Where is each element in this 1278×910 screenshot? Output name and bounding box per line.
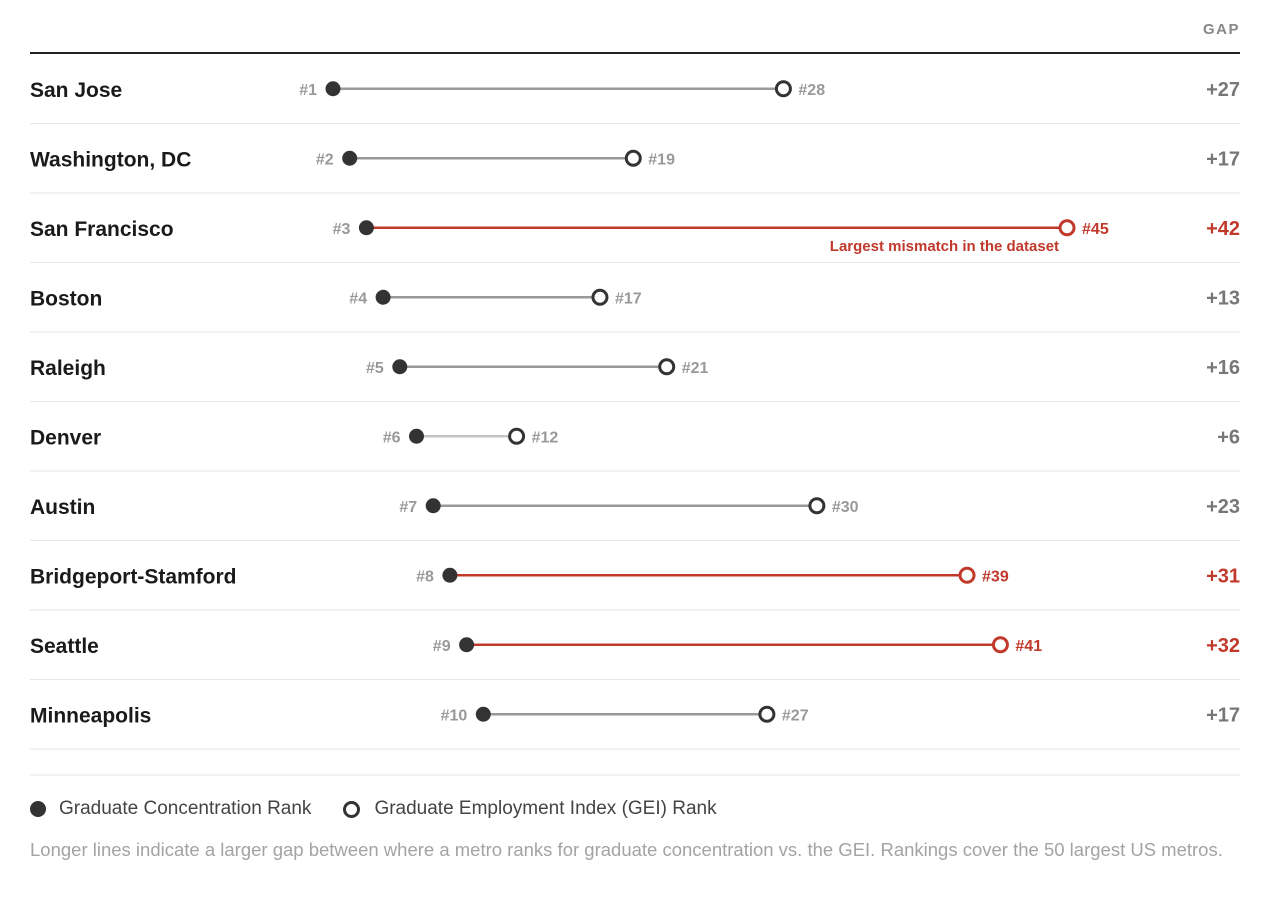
legend-item-gei: Graduate Employment Index (GEI) Rank <box>343 798 717 820</box>
gei-rank-dot <box>624 149 642 167</box>
concentration-rank-dot <box>425 498 441 514</box>
metro-label: San Francisco <box>30 218 174 241</box>
gei-rank-label: #28 <box>798 82 825 99</box>
gap-value-label: +27 <box>1206 79 1240 101</box>
metro-row: San Jose #1 #28 +27 <box>30 79 1240 124</box>
gei-rank-label: #19 <box>648 151 675 168</box>
gap-value-label: +17 <box>1206 704 1240 726</box>
metro-row: Bridgeport-Stamford #8 #39 +31 <box>30 565 1240 611</box>
concentration-rank-label: #9 <box>433 638 451 655</box>
concentration-rank-label: #8 <box>416 568 434 585</box>
metro-label: San Jose <box>30 79 122 102</box>
concentration-rank-dot <box>358 220 374 236</box>
metro-label: Boston <box>30 287 102 310</box>
gei-rank-dot <box>808 497 826 515</box>
metro-row: Boston #4 #17 +13 <box>30 287 1240 333</box>
gei-rank-dot <box>991 636 1009 654</box>
gap-value-label: +32 <box>1206 635 1240 657</box>
concentration-rank-label: #1 <box>299 82 317 99</box>
metro-label: Minneapolis <box>30 704 151 727</box>
metro-row: Raleigh #5 #21 +16 <box>30 357 1240 402</box>
gei-rank-label: #30 <box>832 499 859 516</box>
gei-rank-dot <box>774 80 792 98</box>
concentration-rank-dot <box>409 428 424 444</box>
legend-item-concentration: Graduate Concentration Rank <box>30 798 311 820</box>
gei-rank-label: #17 <box>615 290 642 307</box>
concentration-rank-dot <box>342 150 358 166</box>
metro-label: Austin <box>30 496 95 519</box>
metro-label: Denver <box>30 426 101 449</box>
metro-row: Seattle #9 #41 +32 <box>30 635 1240 680</box>
gap-value-label: +13 <box>1206 287 1240 309</box>
chart-svg: GAP San Jose #1 #28 +27 Washington, DC #2 #19 +1… <box>30 21 1240 776</box>
gap-column-header: GAP <box>1203 21 1240 38</box>
gei-rank-dot <box>591 288 609 306</box>
open-circle-icon <box>343 800 361 818</box>
concentration-rank-dot <box>442 567 458 583</box>
gap-value-label: +42 <box>1206 218 1240 240</box>
metro-row: Minneapolis #10 #27 +17 <box>30 704 1240 750</box>
concentration-rank-dot <box>375 289 391 305</box>
concentration-rank-label: #7 <box>399 499 417 516</box>
concentration-rank-label: #5 <box>366 360 384 377</box>
concentration-rank-label: #4 <box>349 290 367 307</box>
gei-rank-dot <box>1058 219 1076 237</box>
concentration-rank-dot <box>325 81 341 97</box>
concentration-rank-dot <box>475 706 491 722</box>
concentration-rank-label: #6 <box>383 429 401 446</box>
concentration-rank-dot <box>392 359 408 375</box>
gap-value-label: +6 <box>1217 426 1240 448</box>
metro-label: Bridgeport-Stamford <box>30 565 237 588</box>
metro-label: Washington, DC <box>30 148 191 171</box>
gei-rank-label: #45 <box>1082 221 1109 238</box>
legend-label-gei: Graduate Employment Index (GEI) Rank <box>374 798 717 819</box>
gap-value-label: +16 <box>1206 357 1240 379</box>
legend: Graduate Concentration Rank Graduate Emp… <box>30 796 749 822</box>
concentration-rank-label: #10 <box>441 707 468 724</box>
metro-row: San Francisco #3 #45 Largest mismatch in th… <box>30 218 1240 263</box>
metro-row: Austin #7 #30 +23 <box>30 496 1240 541</box>
gei-rank-label: #41 <box>1015 638 1042 655</box>
gei-rank-label: #12 <box>532 429 559 446</box>
gap-value-label: +31 <box>1206 565 1240 587</box>
concentration-rank-label: #3 <box>333 221 351 238</box>
metro-row: Denver #6 #12 +6 <box>30 426 1240 472</box>
gei-rank-label: #27 <box>782 707 809 724</box>
concentration-rank-dot <box>459 637 475 653</box>
gei-rank-label: #39 <box>982 568 1009 585</box>
metro-row: Washington, DC #2 #19 +17 <box>30 148 1240 194</box>
gap-value-label: +17 <box>1206 148 1240 170</box>
gei-rank-dot <box>758 705 776 723</box>
metro-label: Raleigh <box>30 357 106 380</box>
concentration-rank-label: #2 <box>316 151 334 168</box>
metro-label: Seattle <box>30 635 99 658</box>
gei-rank-dot <box>658 358 676 376</box>
annotation-label: Largest mismatch in the dataset <box>830 238 1059 255</box>
legend-label-concentration: Graduate Concentration Rank <box>59 798 312 819</box>
gap-value-label: +23 <box>1206 496 1240 518</box>
filled-circle-icon <box>30 801 46 817</box>
gei-rank-label: #21 <box>682 360 709 377</box>
gei-rank-dot <box>958 566 976 584</box>
chart-note: Longer lines indicate a larger gap betwe… <box>30 839 1223 860</box>
gei-rank-dot <box>508 427 526 445</box>
